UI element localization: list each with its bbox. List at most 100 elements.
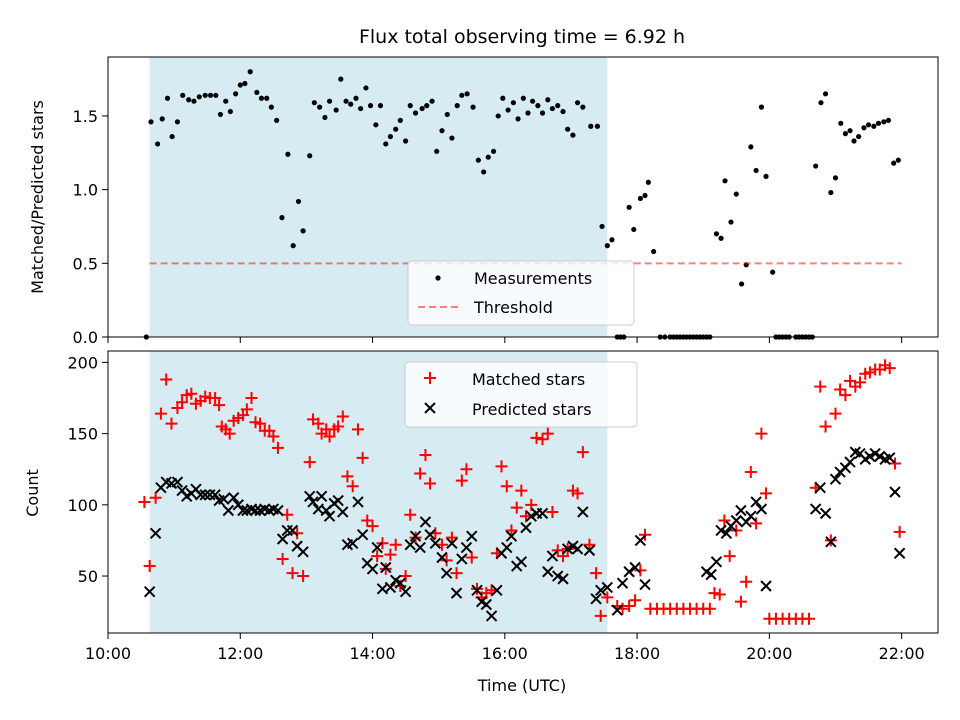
- matched-star-point: [341, 470, 354, 483]
- matched-star-point: [536, 433, 549, 446]
- predicted-star-point: [750, 496, 762, 508]
- measurement-point: [770, 269, 776, 275]
- measurement-point: [317, 104, 323, 110]
- matched-star-point: [601, 591, 614, 604]
- matched-star-point: [824, 534, 837, 547]
- predicted-star-point: [332, 494, 344, 507]
- predicted-star-point: [460, 541, 473, 554]
- matched-star-point: [291, 527, 304, 540]
- measurement-point: [174, 119, 181, 125]
- matched-star-point: [286, 567, 299, 580]
- measurement-point: [495, 113, 501, 119]
- measurement-point: [609, 237, 615, 243]
- matched-star-point: [303, 456, 316, 469]
- matched-star-point: [590, 567, 603, 580]
- measurement-point: [560, 108, 566, 115]
- measurement-point: [594, 123, 601, 129]
- measurement-point: [367, 103, 374, 109]
- measurement-point: [481, 169, 487, 175]
- predicted-star-point: [346, 537, 359, 549]
- measurement-point: [279, 215, 285, 221]
- predicted-star-point: [394, 577, 407, 589]
- matched-star-point: [755, 427, 768, 440]
- predicted-star-point: [480, 598, 493, 611]
- matched-star-point: [760, 487, 773, 500]
- matched-star-point: [510, 501, 523, 514]
- measurement-point: [529, 98, 536, 104]
- count-points: [138, 359, 906, 625]
- matched-star-point: [708, 587, 721, 600]
- predicted-star-point: [542, 566, 554, 578]
- predicted-star-point: [809, 503, 822, 515]
- matched-star-point: [379, 562, 392, 575]
- measurement-point: [539, 110, 546, 116]
- predicted-star-point: [436, 551, 448, 564]
- measurement-point: [353, 95, 359, 101]
- measurement-point: [865, 122, 872, 128]
- matched-star-point: [312, 417, 325, 430]
- matched-star-point: [165, 417, 178, 430]
- matched-star-point: [583, 538, 596, 551]
- measurement-point: [148, 119, 154, 125]
- matched-star-point: [276, 552, 289, 565]
- measurement-point: [580, 104, 586, 110]
- top-y-tick-label: 0.5: [73, 254, 98, 273]
- measurement-point: [264, 95, 270, 101]
- matched-star-point: [803, 612, 816, 625]
- predicted-star-point: [429, 537, 442, 549]
- top-y-tick-label: 1.0: [73, 181, 98, 200]
- matched-star-point: [505, 524, 518, 537]
- matched-star-point: [366, 520, 379, 533]
- measurement-point: [555, 103, 561, 109]
- measurement-point: [464, 91, 470, 97]
- matched-star-point: [154, 407, 167, 420]
- matched-star-point: [703, 602, 716, 615]
- measurement-point: [186, 97, 192, 103]
- matched-star-point: [297, 570, 310, 583]
- matched-star-point: [254, 417, 267, 430]
- predicted-star-point: [304, 490, 316, 502]
- measurement-point: [338, 76, 344, 82]
- predicted-star-point: [276, 533, 289, 545]
- measurement-point: [191, 98, 197, 104]
- measurement-point: [348, 101, 354, 107]
- measurement-point: [637, 195, 643, 202]
- measurement-point: [439, 128, 445, 134]
- bottom-y-tick-label: 100: [67, 496, 98, 515]
- measurement-point: [891, 160, 897, 166]
- matched-star-point: [424, 477, 437, 490]
- legend-matched-marker: [424, 372, 436, 384]
- matched-star-point: [623, 599, 636, 612]
- predicted-star-point: [583, 544, 596, 557]
- measurement-point: [285, 151, 291, 157]
- x-axis-label: Time (UTC): [477, 676, 566, 695]
- measurement-point: [363, 85, 369, 91]
- predicted-star-point: [819, 507, 832, 520]
- predicted-star-point: [384, 581, 397, 594]
- measurement-point: [510, 100, 517, 106]
- measurement-point: [383, 141, 389, 147]
- bottom-y-axis-label: Count: [23, 469, 42, 517]
- predicted-star-point: [485, 610, 498, 622]
- predicted-star-point: [440, 567, 453, 579]
- measurement-point: [403, 138, 409, 144]
- matched-star-point: [853, 376, 866, 389]
- matched-star-point: [149, 491, 162, 504]
- predicted-star-point: [199, 489, 211, 501]
- predicted-star-point: [249, 504, 262, 517]
- measurement-point: [213, 92, 219, 98]
- measurement-point: [748, 144, 754, 150]
- measurement-point: [397, 117, 403, 123]
- measurement-point: [722, 178, 728, 184]
- matched-star-point: [176, 396, 189, 409]
- bottom-y-tick-label: 200: [67, 353, 98, 372]
- bottom-y-ticks: 50 100 150 200: [67, 353, 108, 586]
- measurement-point: [728, 219, 734, 225]
- measurement-point: [247, 69, 253, 75]
- predicted-star-point: [323, 510, 336, 522]
- matched-star-point: [530, 431, 543, 444]
- top-legend: Measurements Threshold: [407, 260, 635, 326]
- bottom-x-ticks: 10:00 12:00 14:00 16:00 18:00 20:00 22:00: [85, 633, 925, 663]
- matched-star-point: [445, 531, 458, 544]
